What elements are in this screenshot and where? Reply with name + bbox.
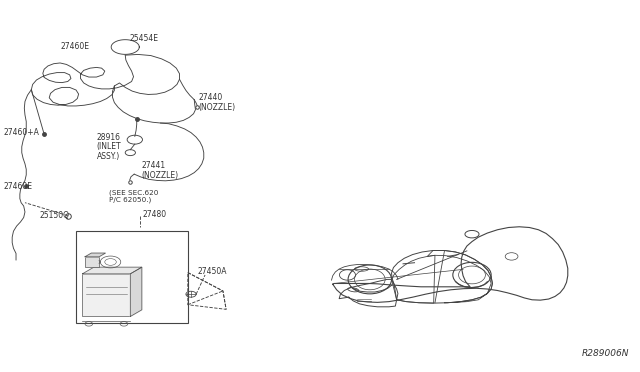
Text: R289006N: R289006N xyxy=(582,349,630,358)
Bar xyxy=(76,231,188,323)
Polygon shape xyxy=(83,267,142,274)
Text: 27460E: 27460E xyxy=(60,42,89,51)
Polygon shape xyxy=(85,253,106,257)
Text: 27441
(NOZZLE): 27441 (NOZZLE) xyxy=(141,161,179,180)
Text: 25150Q: 25150Q xyxy=(39,211,69,220)
Polygon shape xyxy=(131,267,142,317)
Text: 25454E: 25454E xyxy=(130,34,159,44)
Text: 27480: 27480 xyxy=(143,211,166,219)
Bar xyxy=(85,257,99,267)
Text: 27460+A: 27460+A xyxy=(4,128,40,137)
Text: 27460E: 27460E xyxy=(4,182,33,190)
Bar xyxy=(83,274,131,317)
Text: (SEE SEC.620
P/C 62050.): (SEE SEC.620 P/C 62050.) xyxy=(109,190,159,203)
Text: 28916
(INLET
ASSY.): 28916 (INLET ASSY.) xyxy=(97,132,121,161)
Text: 27450A: 27450A xyxy=(197,267,227,276)
Text: 27440
(NOZZLE): 27440 (NOZZLE) xyxy=(198,93,236,112)
